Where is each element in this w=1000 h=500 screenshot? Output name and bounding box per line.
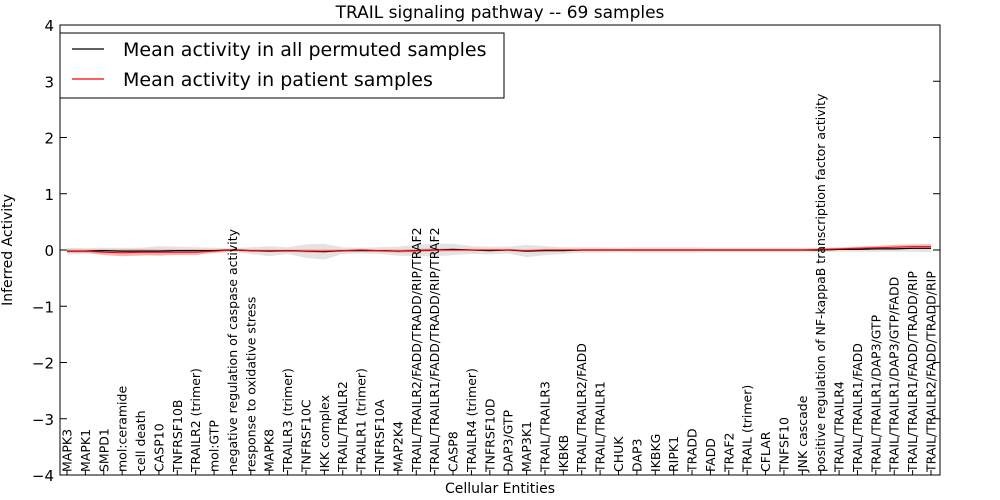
x-tick-label: TNFRSF10C <box>298 399 313 473</box>
x-tick-label: CASP10 <box>151 423 166 472</box>
x-tick-label: TRAILR2 (trimer) <box>188 368 203 473</box>
x-tick-label: SMPD1 <box>96 428 111 472</box>
x-tick-label: TRAIL/TRAILR2/FADD/TRADD/RIP <box>924 271 939 473</box>
x-tick-label: TRAF2 <box>721 432 736 473</box>
x-tick-label: TNFRSF10A <box>372 399 387 473</box>
x-tick-label: negative regulation of caspase activity <box>225 228 240 472</box>
x-tick-label: TRAIL/TRAILR4 <box>832 381 847 473</box>
x-tick-label: TRAIL/TRAILR1/DAP3/GTP/FADD <box>887 277 902 473</box>
y-tick-label: −2 <box>32 355 54 373</box>
x-tick-label: MAPK3 <box>60 429 75 472</box>
x-tick-label: CHUK <box>611 436 626 472</box>
x-tick-label: DAP3 <box>629 439 644 472</box>
x-tick-label: TRAIL/TRAILR1/DAP3/GTP <box>868 314 883 473</box>
x-tick-label: TRAIL/TRAILR1/FADD/TRADD/RIP <box>905 271 920 473</box>
y-tick-label: −4 <box>32 467 54 485</box>
x-tick-label: CASP8 <box>446 431 461 472</box>
series-lines <box>67 246 931 254</box>
x-tick-label: TRAIL/TRAILR2 <box>335 381 350 473</box>
y-tick-label: 3 <box>44 73 54 91</box>
y-axis-label: Inferred Activity <box>0 194 16 306</box>
x-tick-label: TRAILR3 (trimer) <box>280 368 295 473</box>
y-tick-label: 1 <box>44 186 54 204</box>
legend: Mean activity in all permuted samples Me… <box>59 32 505 99</box>
y-tick-label: −1 <box>32 298 54 316</box>
x-tick-label: TRADD <box>685 428 700 473</box>
x-tick-label: TRAIL (trimer) <box>740 385 755 473</box>
x-tick-label: mol:GTP <box>207 420 222 472</box>
x-tick-label: MAPK8 <box>262 429 277 472</box>
y-tick-label: 4 <box>44 17 54 35</box>
x-tick-label: TRAIL/TRAILR1/FADD/TRADD/RIP/TRAF2 <box>427 227 442 473</box>
x-tick-label: cell death <box>133 410 148 472</box>
x-tick-label: CFLAR <box>758 431 773 472</box>
x-tick-label: mol:ceramide <box>115 386 130 472</box>
x-tick-label: TNFRSF10B <box>170 400 185 473</box>
y-tick-labels: −4 −3 −2 −1 0 1 2 3 4 <box>32 17 54 485</box>
line-patient <box>67 246 931 254</box>
x-tick-label: positive regulation of NF-kappaB transcr… <box>813 93 828 472</box>
legend-label-patient: Mean activity in patient samples <box>123 69 433 91</box>
x-tick-label: MAP3K1 <box>519 421 534 472</box>
axis-ticks <box>60 24 940 476</box>
x-tick-label: TRAIL/TRAILR2/FADD <box>574 343 589 473</box>
x-tick-label: TRAILR1 (trimer) <box>354 368 369 473</box>
y-tick-label: 0 <box>44 242 54 260</box>
legend-label-permuted: Mean activity in all permuted samples <box>123 39 486 61</box>
x-tick-label: IKBKB <box>556 435 571 472</box>
x-tick-label: IKBKG <box>648 434 663 472</box>
x-tick-label: TRAIL/TRAILR2/FADD/TRADD/RIP/TRAF2 <box>409 227 424 473</box>
x-tick-label: IKK complex <box>317 395 332 472</box>
x-tick-label: DAP3/GTP <box>501 409 516 472</box>
plot-frame <box>59 24 941 476</box>
x-tick-label: RIPK1 <box>666 436 681 472</box>
x-tick-label: response to oxidative stress <box>243 297 258 472</box>
x-tick-label: TRAIL/TRAILR3 <box>537 381 552 473</box>
y-tick-label: 2 <box>44 130 54 148</box>
x-tick-label: TNFSF10 <box>776 417 791 473</box>
x-tick-label: TRAILR4 (trimer) <box>464 368 479 473</box>
x-tick-label: FADD <box>703 438 718 472</box>
x-tick-label: TRAIL/TRAILR1/FADD <box>850 343 865 473</box>
x-tick-label: MAP2K4 <box>390 421 405 472</box>
legend-box <box>59 32 505 99</box>
x-tick-label: JNK cascade <box>795 395 810 473</box>
x-tick-labels: MAPK3 MAPK1 SMPD1 mol:ceramide cell death CAS… <box>60 93 939 473</box>
chart-title: TRAIL signaling pathway -- 69 samples <box>335 3 665 23</box>
y-tick-label: −3 <box>32 411 54 429</box>
x-tick-label: TRAIL/TRAILR1 <box>593 381 608 473</box>
x-axis-label: Cellular Entities <box>445 481 555 497</box>
band-permuted <box>67 243 931 260</box>
x-tick-label: TNFRSF10D <box>482 398 497 473</box>
x-tick-label: MAPK1 <box>78 429 93 472</box>
confidence-bands <box>67 243 931 260</box>
